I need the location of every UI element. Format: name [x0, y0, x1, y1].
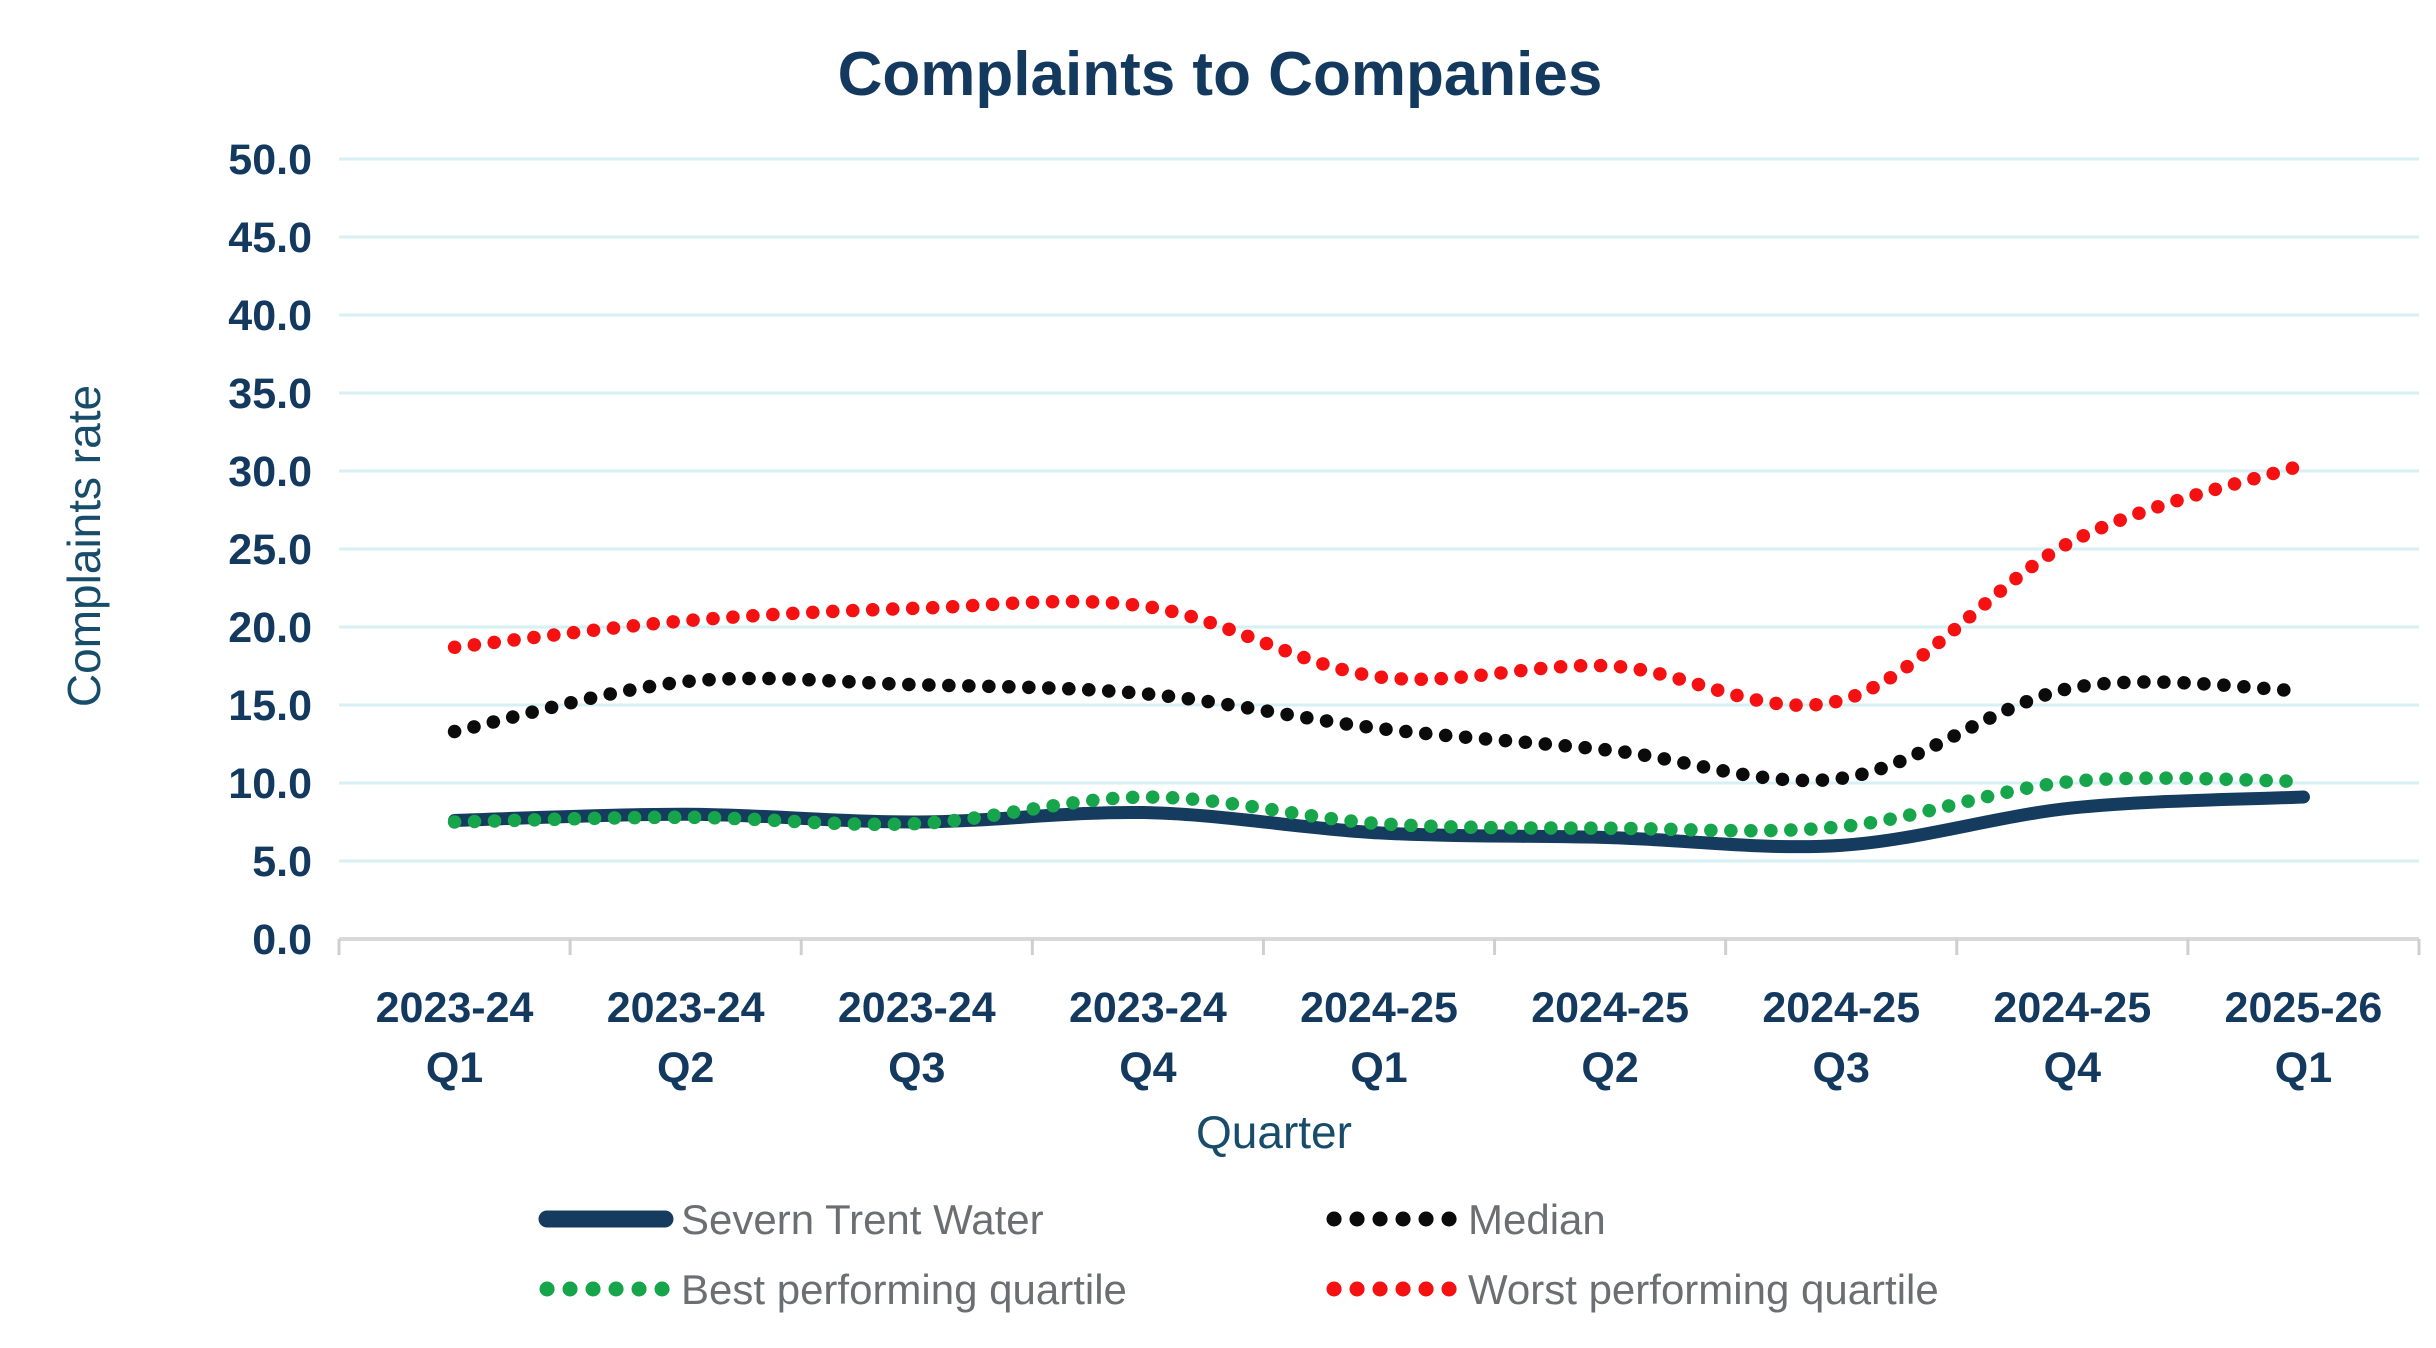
y-tick-label: 45.0: [228, 214, 312, 262]
x-tick-label-quarter: Q3: [1813, 1044, 1870, 1092]
x-tick-label-quarter: Q2: [1581, 1044, 1638, 1092]
x-tick-label-year: 2023-24: [376, 984, 534, 1032]
x-tick-label-year: 2023-24: [838, 984, 996, 1032]
y-tick-label: 50.0: [228, 136, 312, 184]
series-line-median: [447, 671, 2311, 788]
x-tick-label-quarter: Q1: [2275, 1044, 2332, 1092]
x-tick-label-year: 2025-26: [2225, 984, 2383, 1032]
y-tick-label: 30.0: [228, 448, 312, 496]
y-tick-label: 20.0: [228, 604, 312, 652]
legend-label: Worst performing quartile: [1468, 1266, 1939, 1313]
y-tick-label: 35.0: [228, 370, 312, 418]
legend-label: Severn Trent Water: [681, 1196, 1044, 1243]
chart-title: Complaints to Companies: [838, 40, 1603, 109]
y-axis: 0.0 5.0 10.0 15.0 20.0 25.0 30.0 35.0 40.0 45.0 50…: [228, 136, 312, 964]
plot-gridlines: [339, 157, 2419, 863]
y-tick-label: 25.0: [228, 526, 312, 574]
x-tick-label-quarter: Q3: [888, 1044, 945, 1092]
y-tick-label: 10.0: [228, 760, 312, 808]
chart-legend: Severn Trent Water Median Best performing …: [538, 1196, 1939, 1313]
legend-label: Median: [1468, 1196, 1606, 1243]
series-line-best-performing-quartile: [447, 771, 2311, 838]
x-tick-label-quarter: Q4: [1119, 1044, 1176, 1092]
series-layer: [447, 458, 2311, 854]
x-tick-label-year: 2024-25: [1531, 984, 1689, 1032]
y-tick-label: 5.0: [252, 838, 312, 886]
legend-item-severn-trent-water: Severn Trent Water: [538, 1196, 1044, 1243]
y-axis-title: Complaints rate: [58, 385, 110, 707]
legend-item-worst-performing-quartile: Worst performing quartile: [1326, 1266, 1939, 1313]
legend-label: Best performing quartile: [681, 1266, 1127, 1313]
x-tick-label-quarter: Q1: [426, 1044, 483, 1092]
x-tick-label-year: 2024-25: [1762, 984, 1920, 1032]
x-tick-label-year: 2023-24: [1069, 984, 1227, 1032]
y-tick-label: 40.0: [228, 292, 312, 340]
x-tick-label-year: 2023-24: [607, 984, 765, 1032]
x-tick-label-year: 2024-25: [1300, 984, 1458, 1032]
x-tick-label-quarter: Q2: [657, 1044, 714, 1092]
x-axis: 2023-24 Q1 2023-24 Q2 2023-24 Q3 2023-24 Q4 2024…: [337, 937, 2421, 1092]
y-tick-label: 0.0: [252, 916, 312, 964]
x-tick-label-quarter: Q4: [2044, 1044, 2101, 1092]
y-tick-label: 15.0: [228, 682, 312, 730]
legend-item-best-performing-quartile: Best performing quartile: [539, 1266, 1127, 1313]
x-tick-label-year: 2024-25: [1993, 984, 2151, 1032]
legend-item-median: Median: [1326, 1196, 1606, 1243]
x-tick-label-quarter: Q1: [1350, 1044, 1407, 1092]
series-line-worst-performing-quartile: [447, 458, 2311, 712]
x-axis-title: Quarter: [1196, 1106, 1352, 1158]
